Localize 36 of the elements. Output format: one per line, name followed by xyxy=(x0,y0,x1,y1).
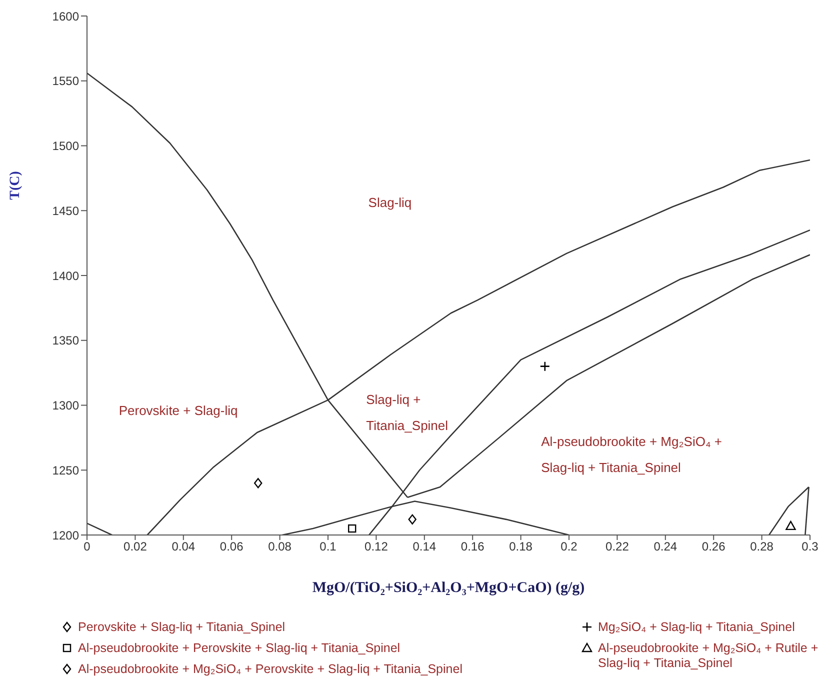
x-tick-label: 0.18 xyxy=(509,540,533,554)
x-tick-label: 0.14 xyxy=(412,540,436,554)
legend-label: Mg₂SiO₄ + Slag-liq + Titania_Spinel xyxy=(598,620,795,635)
x-tick-label: 0.2 xyxy=(560,540,578,554)
y-tick-label: 1550 xyxy=(52,74,80,88)
x-tick-label: 0.28 xyxy=(750,540,774,554)
x-tick-label: 0.04 xyxy=(172,540,196,554)
annotation: Slag-liq + Titania_Spinel xyxy=(366,391,448,436)
y-tick-label: 1450 xyxy=(52,204,80,218)
legend-label: Al-pseudobrookite + Mg₂SiO₄ + Rutile + Slag-liq + Titania_Spinel xyxy=(598,641,820,671)
x-tick-label: 0.02 xyxy=(124,540,148,554)
x-tick-label: 0.22 xyxy=(606,540,630,554)
annotation: Al-pseudobrookite + Mg₂SiO₄ + Slag-liq + Titania_Spinel xyxy=(541,432,722,477)
y-tick-label: 1500 xyxy=(52,139,80,154)
x-tick-label: 0.16 xyxy=(460,540,485,554)
y-tick-label: 1350 xyxy=(52,334,80,348)
legend-label: Al-pseudobrookite + Perovskite + Slag-liq + Titania_Spinel xyxy=(78,641,400,656)
annotation: Slag-liq xyxy=(368,194,412,212)
y-tick-label: 1200 xyxy=(52,528,80,542)
legend-label: Perovskite + Slag-liq + Titania_Spinel xyxy=(78,620,286,635)
x-tick-label: 0 xyxy=(84,540,91,554)
x-tick-label: 0.1 xyxy=(320,540,337,554)
y-tick-label: 1300 xyxy=(52,398,80,413)
x-tick-label: 0.06 xyxy=(220,540,244,554)
x-tick-label: 0.12 xyxy=(364,540,388,554)
annotation: Perovskite + Slag-liq xyxy=(118,402,238,420)
y-axis-title: T(C) xyxy=(8,170,23,200)
x-tick-label: 0.24 xyxy=(654,540,678,554)
x-tick-label: 0.08 xyxy=(268,540,292,554)
legend-label: Al-pseudobrookite + Mg₂SiO₄ + Perovskite + Slag-liq + Titania_Spinel xyxy=(78,662,462,677)
y-tick-label: 1600 xyxy=(52,9,80,24)
y-tick-label: 1250 xyxy=(52,463,80,478)
x-tick-label: 0.3 xyxy=(802,540,819,554)
x-tick-label: 0.26 xyxy=(702,540,726,554)
y-tick-label: 1400 xyxy=(52,268,80,283)
x-axis-title: MgO/(TiO₂+SiO₂+Al₂O₃+MgO+CaO) (g/g) xyxy=(312,580,585,596)
